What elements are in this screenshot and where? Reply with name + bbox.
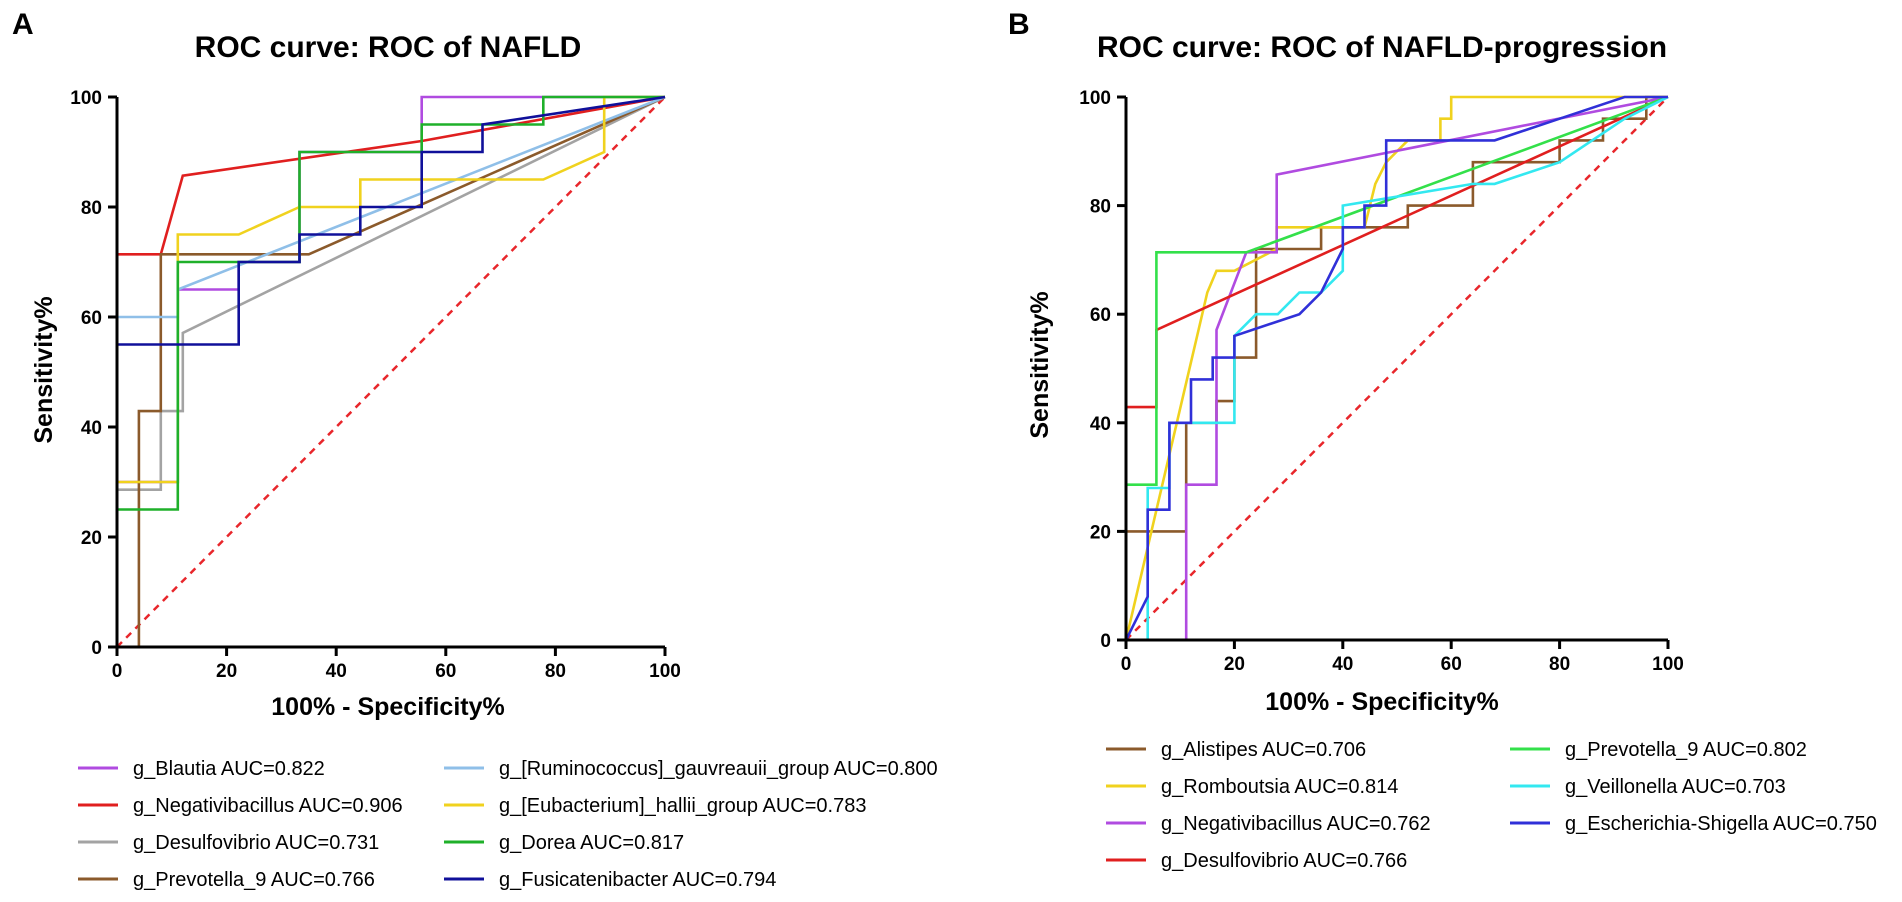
panel-b-y-tick-label: 60 xyxy=(1090,305,1111,326)
panel-a-legend-entry: g_Dorea AUC=0.817 xyxy=(499,832,684,854)
panel-a-label: A xyxy=(12,8,34,41)
panel-b-legend-entry: g_Negativibacillus AUC=0.762 xyxy=(1161,813,1431,835)
panel-a-title: ROC curve: ROC of NAFLD xyxy=(195,31,582,64)
panel-a-x-tick-label: 0 xyxy=(112,661,123,682)
panel-b-x-axis-label: 100% - Specificity% xyxy=(1265,688,1498,716)
panel-a-legend: g_Blautia AUC=0.822 g_Negativibacillus AU… xyxy=(78,758,938,891)
panel-a-y-tick-label: 80 xyxy=(81,198,102,219)
panel-b-y-tick-label: 20 xyxy=(1090,522,1111,543)
panel-a-plot-area: 0 20 40 60 80 100 0 20 40 60 80 100 xyxy=(70,88,681,682)
panel-b-legend-entry: g_Prevotella_9 AUC=0.802 xyxy=(1565,739,1807,761)
panel-b-y-tick-label: 100 xyxy=(1079,88,1111,109)
panel-a-x-tick-label: 60 xyxy=(435,661,456,682)
panel-b-legend-entry: g_Escherichia-Shigella AUC=0.750 xyxy=(1565,813,1877,835)
panel-a-y-tick-label: 20 xyxy=(81,528,102,549)
panel-a: A ROC curve: ROC of NAFLD 100% - Specifi… xyxy=(12,8,938,891)
panel-a-x-tick-label: 100 xyxy=(649,661,681,682)
panel-b: B ROC curve: ROC of NAFLD-progression 10… xyxy=(1008,8,1877,872)
panel-b-plot-area: 0 20 40 60 80 100 0 20 40 60 80 100 xyxy=(1079,88,1684,675)
panel-b-y-tick-label: 40 xyxy=(1090,414,1111,435)
panel-b-legend: g_Alistipes AUC=0.706 g_Romboutsia AUC=0.… xyxy=(1106,739,1877,872)
panel-b-y-tick-label: 0 xyxy=(1100,631,1111,652)
panel-b-legend-entry: g_Alistipes AUC=0.706 xyxy=(1161,739,1366,761)
panel-a-y-tick-label: 60 xyxy=(81,308,102,329)
panel-a-y-tick-label: 100 xyxy=(70,88,102,109)
panel-b-legend-entry: g_Romboutsia AUC=0.814 xyxy=(1161,776,1398,798)
panel-b-series-line-3 xyxy=(1126,95,1669,642)
panel-a-x-tick-label: 80 xyxy=(545,661,566,682)
panel-b-y-tick-label: 80 xyxy=(1090,197,1111,218)
panel-b-series-line-6 xyxy=(1126,95,1669,642)
panel-b-y-axis-label: Sensitivity% xyxy=(1026,291,1054,438)
panel-a-series-line-6 xyxy=(115,95,665,647)
panel-a-x-tick-label: 20 xyxy=(216,661,237,682)
panel-a-legend-entry: g_[Eubacterium]_hallii_group AUC=0.783 xyxy=(499,795,866,817)
panel-b-series-line-7 xyxy=(1124,95,1668,641)
panel-a-y-tick-label: 40 xyxy=(81,418,102,439)
panel-b-x-tick-label: 100 xyxy=(1652,654,1684,675)
panel-a-x-axis-label: 100% - Specificity% xyxy=(271,693,504,721)
panel-b-x-tick-label: 40 xyxy=(1332,654,1353,675)
panel-b-reference-diagonal xyxy=(1125,96,1669,641)
panel-a-series-line-8 xyxy=(115,95,666,647)
panel-b-legend-entry: g_Desulfovibrio AUC=0.766 xyxy=(1161,850,1407,872)
panel-a-legend-entry: g_[Ruminococcus]_gauvreauii_group AUC=0.… xyxy=(499,758,938,780)
panel-a-legend-entry: g_Negativibacillus AUC=0.906 xyxy=(133,795,403,817)
panel-a-legend-entry: g_Desulfovibrio AUC=0.731 xyxy=(133,832,379,854)
panel-a-x-tick-label: 40 xyxy=(326,661,347,682)
panel-b-label: B xyxy=(1008,8,1030,41)
panel-a-legend-entry: g_Prevotella_9 AUC=0.766 xyxy=(133,869,375,891)
panel-b-x-tick-label: 20 xyxy=(1224,654,1245,675)
panel-a-legend-entry: g_Blautia AUC=0.822 xyxy=(133,758,325,780)
panel-b-x-tick-label: 0 xyxy=(1121,654,1132,675)
panel-b-legend-entry: g_Veillonella AUC=0.703 xyxy=(1565,776,1786,798)
panel-a-legend-entry: g_Fusicatenibacter AUC=0.794 xyxy=(499,869,776,891)
panel-b-x-tick-label: 80 xyxy=(1549,654,1570,675)
panel-b-x-tick-label: 60 xyxy=(1441,654,1462,675)
panel-a-y-axis-label: Sensitivity% xyxy=(30,296,58,443)
panel-a-y-tick-label: 0 xyxy=(91,638,102,659)
panel-b-title: ROC curve: ROC of NAFLD-progression xyxy=(1097,31,1667,64)
panel-b-series-line-2 xyxy=(1124,95,1668,641)
